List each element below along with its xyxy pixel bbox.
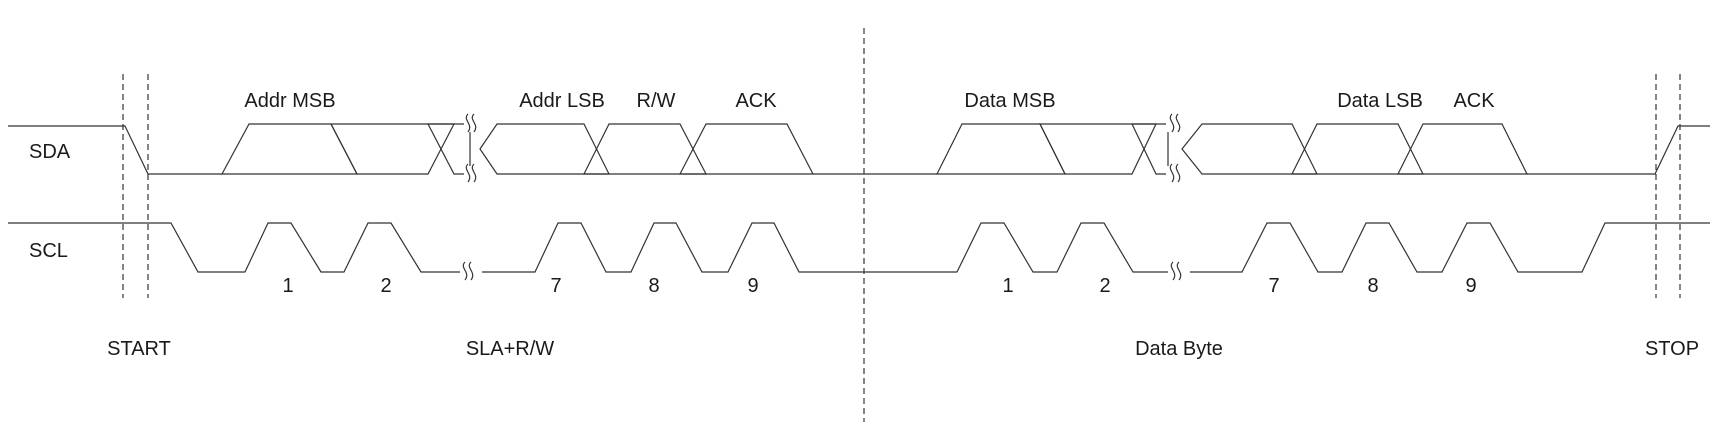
- data-bit-1-label: 1: [1002, 275, 1013, 297]
- data-ack-label: ACK: [1453, 90, 1495, 112]
- addr-ack-label: ACK: [735, 90, 777, 112]
- data-msb-label: Data MSB: [964, 90, 1055, 112]
- sda-break-upper-2: [1166, 113, 1188, 133]
- sda-bit-addr-ack: [679, 123, 814, 175]
- sda-bit-addr-6-fragment: [427, 123, 471, 175]
- scl-waveform: [8, 222, 1710, 273]
- sda-bit-data-2: [1039, 123, 1157, 175]
- data-bit-8-label: 8: [1367, 275, 1378, 297]
- sda-bit-data-8: [1291, 123, 1424, 175]
- addr-msb-label: Addr MSB: [244, 90, 335, 112]
- sda-label: SDA: [29, 141, 71, 163]
- data-bit-7-label: 7: [1268, 275, 1279, 297]
- sda-start-edge: [8, 125, 222, 175]
- data-bit-2-label: 2: [1099, 275, 1110, 297]
- sda-break-upper-1: [464, 113, 486, 133]
- sda-bit-data-ack: [1397, 123, 1528, 175]
- addr-bit-7-label: 7: [550, 275, 561, 297]
- data-bit-9-label: 9: [1465, 275, 1476, 297]
- addr-bit-2-label: 2: [380, 275, 391, 297]
- scl-label: SCL: [29, 240, 68, 262]
- stop-condition-label: STOP: [1645, 338, 1699, 360]
- scl-break-2: [1168, 261, 1190, 281]
- sda-break-lower-1: [464, 163, 486, 183]
- sda-bit-rw: [583, 123, 707, 175]
- rw-label: R/W: [637, 90, 676, 112]
- timing-markers: [122, 28, 1681, 422]
- sda-bit-data-lsb: [1181, 123, 1318, 175]
- addr-lsb-label: Addr LSB: [519, 90, 605, 112]
- sda-bit-data-6-fragment: [1131, 123, 1169, 175]
- addr-bit-8-label: 8: [648, 275, 659, 297]
- start-condition-label: START: [107, 338, 171, 360]
- sda-stop-edge: [1527, 125, 1710, 175]
- scl-break-1: [460, 261, 482, 281]
- sda-bit-addr-2: [330, 123, 455, 175]
- sda-break-lower-2: [1166, 163, 1188, 183]
- data-lsb-label: Data LSB: [1337, 90, 1423, 112]
- addr-bit-1-label: 1: [282, 275, 293, 297]
- sda-bit-data-msb: [936, 123, 1066, 175]
- address-phase-label: SLA+R/W: [466, 338, 554, 360]
- scl-address-clocks: [8, 222, 1710, 273]
- sda-waveform: [8, 123, 1710, 175]
- addr-bit-9-label: 9: [747, 275, 758, 297]
- sda-bit-addr-lsb: [479, 123, 610, 175]
- sda-bit-addr-msb: [220, 123, 358, 175]
- data-phase-label: Data Byte: [1135, 338, 1223, 360]
